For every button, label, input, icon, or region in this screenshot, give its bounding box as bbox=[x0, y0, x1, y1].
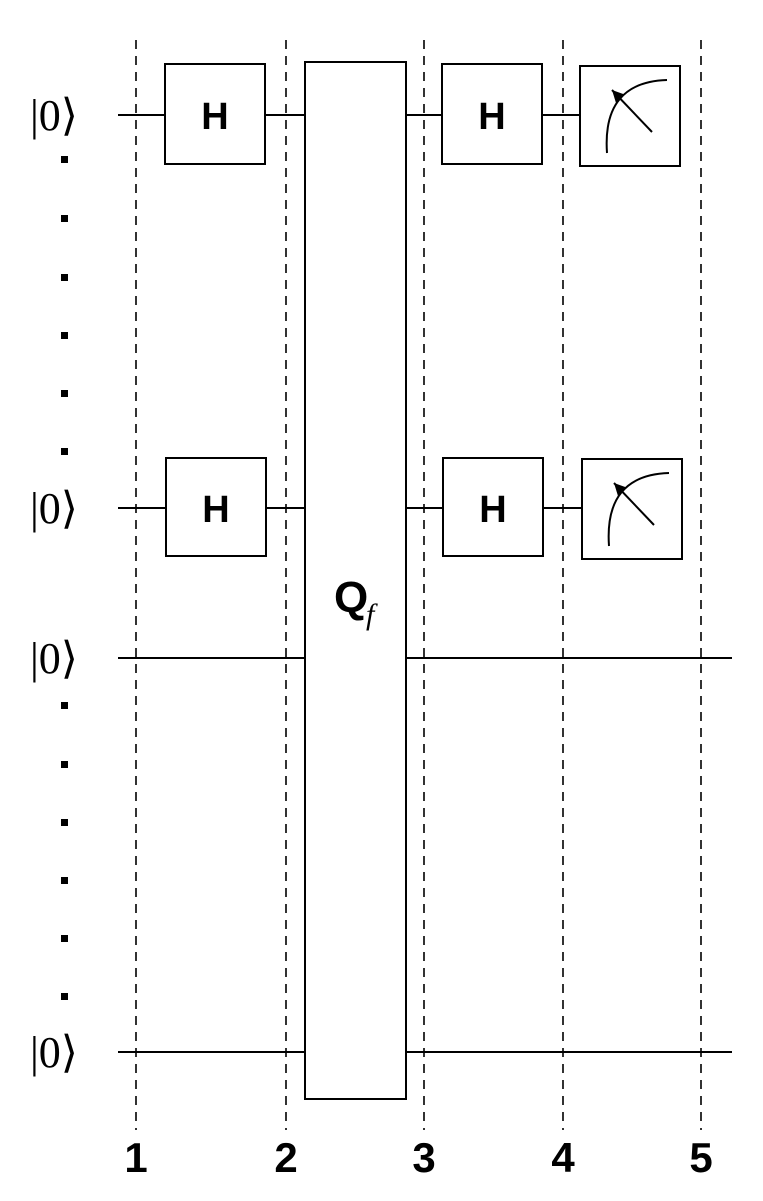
hadamard-gate-q1-second: H bbox=[441, 63, 543, 165]
ket-label-qubit-1: |0⟩ bbox=[30, 91, 78, 140]
ket-label-qubit-2: |0⟩ bbox=[30, 484, 78, 533]
ellipsis-dot bbox=[61, 993, 68, 1000]
ellipsis-dot bbox=[61, 702, 68, 709]
ket-label-qubit-3: |0⟩ bbox=[30, 634, 78, 683]
step-label-4: 4 bbox=[551, 1134, 575, 1181]
step-label-5: 5 bbox=[689, 1134, 712, 1181]
ellipsis-dot bbox=[61, 156, 68, 163]
hadamard-gate-q2-second: H bbox=[442, 457, 544, 557]
oracle-label: Q bbox=[334, 573, 368, 622]
step-label-1: 1 bbox=[124, 1134, 147, 1181]
meter-icon bbox=[581, 458, 683, 560]
step-label-2: 2 bbox=[274, 1134, 297, 1181]
ellipsis-dot bbox=[61, 761, 68, 768]
ellipsis-dot bbox=[61, 332, 68, 339]
ellipsis-dot bbox=[61, 390, 68, 397]
gate-label: H bbox=[479, 489, 506, 531]
hadamard-gate-q1-first: H bbox=[164, 63, 266, 165]
meter-icon bbox=[579, 65, 681, 167]
hadamard-gate-q2-first: H bbox=[165, 457, 267, 557]
gate-label: H bbox=[202, 489, 229, 531]
ellipsis-dot bbox=[61, 877, 68, 884]
ellipsis-upper bbox=[61, 156, 68, 455]
oracle-gate: Q f bbox=[304, 61, 407, 1100]
ellipsis-dot bbox=[61, 274, 68, 281]
ellipsis-dot bbox=[61, 215, 68, 222]
ellipsis-dot bbox=[61, 819, 68, 826]
ellipsis-lower bbox=[61, 702, 68, 1000]
gate-label: H bbox=[201, 96, 228, 138]
step-label-3: 3 bbox=[412, 1134, 435, 1181]
ket-label-qubit-4: |0⟩ bbox=[30, 1028, 78, 1077]
ellipsis-dot bbox=[61, 935, 68, 942]
ellipsis-dot bbox=[61, 448, 68, 455]
gate-label: H bbox=[478, 96, 505, 138]
